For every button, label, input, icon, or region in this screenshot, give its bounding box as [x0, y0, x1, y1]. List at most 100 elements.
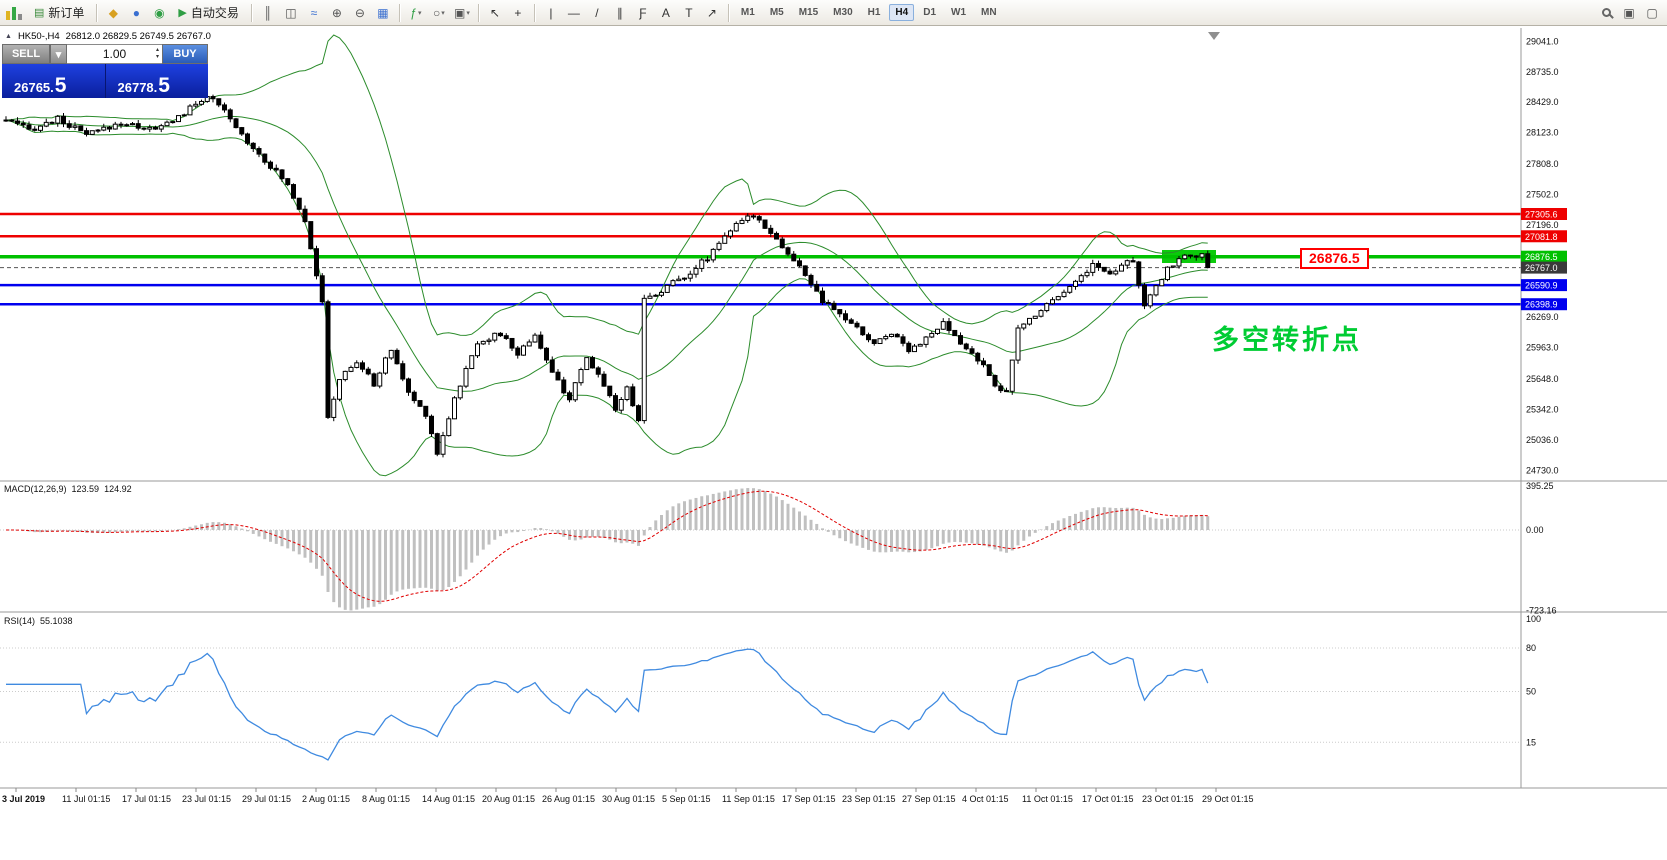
window-list-icon[interactable]: ▢ [1646, 5, 1658, 20]
timeframe-w1-button[interactable]: W1 [951, 7, 967, 18]
timeframe-m1-button[interactable]: M1 [740, 7, 755, 18]
trendline-icon[interactable]: / [595, 5, 599, 20]
buy-price-big-digit: 5 [158, 74, 170, 97]
new-chart-icon[interactable]: ▣ [1623, 5, 1635, 20]
timeframe-h4-button[interactable]: H4 [889, 4, 915, 21]
timeframe-h1-button[interactable]: H1 [867, 7, 881, 18]
chevron-down-icon: ▾ [466, 9, 470, 17]
buy-button[interactable]: BUY [162, 44, 208, 64]
zoom-in-icon[interactable]: ⊕ [331, 5, 342, 20]
text-icon[interactable]: A [661, 5, 670, 20]
new-order-icon: ▤ [34, 7, 45, 19]
order-options-dropdown[interactable]: ▾ [50, 44, 67, 64]
svg-text:23 Jul 01:15: 23 Jul 01:15 [182, 794, 231, 804]
svg-text:8 Aug 01:15: 8 Aug 01:15 [362, 794, 410, 804]
svg-text:2 Aug 01:15: 2 Aug 01:15 [302, 794, 350, 804]
chevron-down-icon: ▾ [417, 9, 422, 17]
chevron-down-icon: ▾ [55, 48, 62, 61]
svg-text:11 Jul 01:15: 11 Jul 01:15 [62, 794, 110, 804]
tile-windows-icon[interactable]: ▦ [377, 5, 389, 20]
svg-text:26590.9: 26590.9 [1525, 281, 1558, 291]
svg-text:0.00: 0.00 [1526, 525, 1544, 535]
svg-text:26398.9: 26398.9 [1525, 300, 1558, 310]
collapse-panel-icon[interactable]: ▲ [5, 33, 12, 40]
svg-text:27502.0: 27502.0 [1526, 189, 1559, 199]
vertical-line-icon[interactable]: | [549, 5, 553, 20]
search-button[interactable] [1595, 3, 1617, 23]
sell-price-display[interactable]: 26765. 5 [2, 64, 106, 98]
chart-ohlc-header: ▲ HK50-,H4 26812.0 26829.5 26749.5 26767… [5, 31, 211, 42]
svg-text:-723.16: -723.16 [1526, 605, 1557, 615]
timeframe-m5-button[interactable]: M5 [769, 7, 784, 18]
toolbar-separator [533, 3, 535, 22]
volume-value[interactable]: 1.00 [102, 47, 127, 61]
price-level-callout[interactable]: 26876.5 [1300, 248, 1369, 269]
timeframe-d1-button[interactable]: D1 [923, 7, 937, 18]
svg-text:27 Sep 01:15: 27 Sep 01:15 [902, 794, 956, 804]
one-click-trade-panel: SELL ▾ 1.00 ▴ ▾ BUY 26765. 5 26778. 5 [2, 44, 208, 98]
sell-button[interactable]: SELL [2, 44, 50, 64]
svg-text:17 Sep 01:15: 17 Sep 01:15 [782, 794, 836, 804]
svg-text:11 Sep 01:15: 11 Sep 01:15 [722, 794, 775, 804]
profiles-icon[interactable]: ◆ [108, 5, 119, 20]
new-order-button[interactable]: ▤ 新订单 [27, 3, 91, 23]
candlestick-chart-icon[interactable]: ◫ [285, 5, 297, 20]
autotrading-button[interactable]: ▶ 自动交易 [171, 3, 245, 23]
volume-field[interactable]: 1.00 ▴ ▾ [67, 44, 162, 64]
rsi-value: 55.1038 [40, 616, 73, 626]
indicators-icon[interactable]: ƒ ▾ [410, 5, 422, 20]
templates-icon[interactable]: ▣ ▾ [453, 5, 470, 20]
horizontal-line-icon[interactable]: — [567, 5, 580, 20]
chart-canvas[interactable]: 29041.0 28735.0 28429.0 28123.0 27808.0 27502… [0, 26, 1667, 860]
svg-text:27196.0: 27196.0 [1526, 220, 1559, 230]
spinner-up-icon[interactable]: ▴ [155, 47, 159, 53]
spinner-down-icon[interactable]: ▾ [155, 54, 159, 60]
macd-indicator-label: MACD(12,26,9) 123.59 124.92 [4, 484, 132, 494]
svg-text:28429.0: 28429.0 [1526, 97, 1559, 107]
svg-text:29041.0: 29041.0 [1526, 36, 1559, 46]
buy-price-display[interactable]: 26778. 5 [105, 64, 208, 98]
svg-text:14 Aug 01:15: 14 Aug 01:15 [422, 794, 475, 804]
svg-text:4 Oct 01:15: 4 Oct 01:15 [962, 794, 1009, 804]
toolbar-separator [250, 3, 252, 22]
fibonacci-icon[interactable]: Ƒ [639, 5, 647, 20]
zoom-out-icon[interactable]: ⊖ [354, 5, 365, 20]
equidistant-channel-icon[interactable]: ∥ [616, 5, 623, 20]
svg-text:25342.0: 25342.0 [1526, 404, 1559, 414]
periods-icon[interactable]: ○ ▾ [433, 5, 445, 20]
volume-spinner[interactable]: ▴ ▾ [156, 47, 159, 61]
autotrading-button-label: 自动交易 [190, 6, 239, 20]
bar-chart-icon[interactable]: ║ [263, 5, 273, 20]
svg-text:17 Jul 01:15: 17 Jul 01:15 [122, 794, 171, 804]
main-toolbar: ▤ 新订单 ◆ ● ◉ ▶ 自动交易 ║ ◫ ≈ ⊕ ⊖ ▦ ƒ ▾ ○ ▾ ▣ ▾ ↖ + | — / ∥ Ƒ A T ↗ M1 M5 M1… [0, 0, 1667, 26]
svg-text:29 Oct 01:15: 29 Oct 01:15 [1202, 794, 1254, 804]
text-label-icon[interactable]: T [685, 5, 693, 20]
cursor-icon[interactable]: ↖ [489, 5, 500, 20]
svg-text:395.25: 395.25 [1526, 481, 1554, 491]
crosshair-icon[interactable]: + [514, 5, 522, 20]
timeframe-m15-button[interactable]: M15 [798, 7, 819, 18]
chart-shift-marker[interactable] [1208, 32, 1220, 40]
svg-text:3 Jul 2019: 3 Jul 2019 [2, 794, 45, 804]
pivot-annotation-text[interactable]: 多空转折点 [1212, 325, 1362, 355]
charts-icon[interactable]: ● [132, 5, 141, 20]
svg-text:100: 100 [1526, 614, 1541, 624]
svg-text:28123.0: 28123.0 [1526, 128, 1559, 138]
toolbar-separator [96, 3, 98, 22]
time-axis[interactable]: 3 Jul 2019 11 Jul 01:15 17 Jul 01:15 23 Jul… [2, 788, 1254, 804]
timeframe-m30-button[interactable]: M30 [833, 7, 853, 18]
price-axis[interactable]: 29041.0 28735.0 28429.0 28123.0 27808.0 27502… [0, 28, 1667, 789]
horizontal-level-lines[interactable] [0, 212, 1521, 306]
search-icon [1601, 8, 1611, 17]
timeframe-mn-button[interactable]: MN [981, 7, 997, 18]
svg-text:80: 80 [1526, 643, 1536, 653]
info-icon[interactable]: ◉ [154, 5, 165, 20]
toolbar-separator [477, 3, 479, 22]
arrow-objects-icon[interactable]: ↗ [706, 5, 717, 20]
candles-layer[interactable] [3, 94, 1211, 458]
buy-price-main: 26778. [117, 80, 158, 95]
sell-price-main: 26765. [14, 80, 54, 95]
line-chart-icon[interactable]: ≈ [310, 5, 318, 20]
svg-text:27081.8: 27081.8 [1525, 232, 1558, 242]
rsi-panel: 100 80 50 15 [0, 614, 1541, 761]
